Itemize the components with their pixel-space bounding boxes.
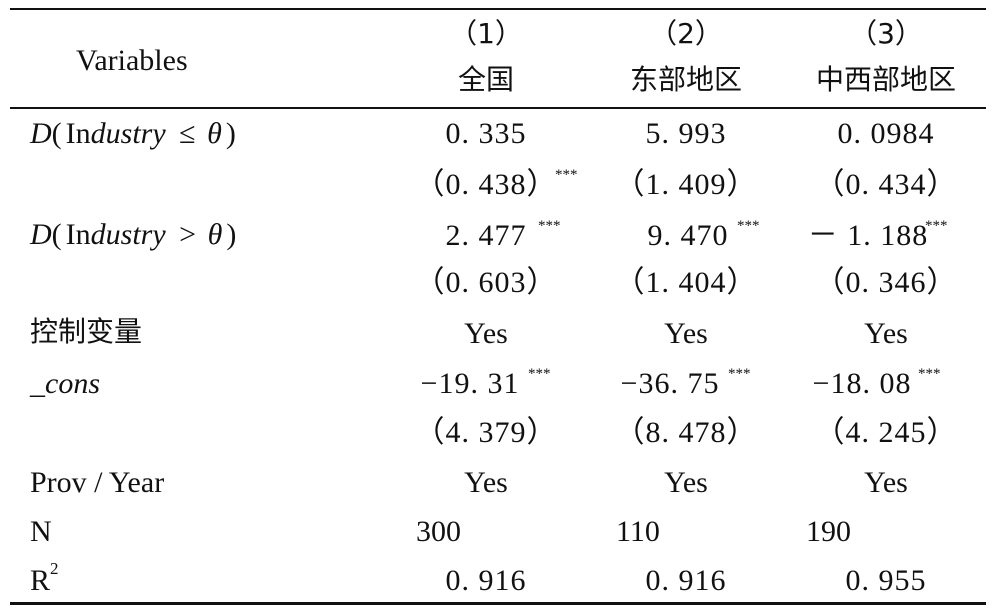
row-label-n: N [30, 515, 52, 548]
col-2-number: （2） [649, 17, 723, 50]
d-high-col3: － 1. 188 [807, 219, 929, 252]
d-low-se-col1: （0. 438） [414, 168, 558, 201]
d-high-star-col3: *** [925, 218, 948, 234]
top-rule [10, 8, 986, 10]
col-3-name: 中西部地区 [815, 63, 957, 96]
cons-star-col2: *** [728, 366, 751, 382]
d-low-col2: 5. 993 [645, 117, 727, 150]
controls-col1: Yes [464, 317, 508, 350]
n-col1: 300 [416, 515, 461, 548]
col-3-number: （3） [849, 17, 923, 50]
controls-col3: Yes [864, 317, 908, 350]
cons-col3: −18. 08 [812, 367, 912, 400]
r2-superscript: 2 [50, 559, 59, 578]
label-industry: dustry [90, 117, 166, 150]
cons-se-col2: （8. 478） [614, 416, 758, 449]
prov-year-col2: Yes [664, 466, 708, 499]
d-high-se-col2: （1. 404） [614, 266, 758, 299]
prov-year-col1: Yes [464, 466, 508, 499]
d-low-se-col2: （1. 409） [614, 168, 758, 201]
row-label-prov-year: Prov / Year [30, 466, 165, 499]
row-label-d-low: D(Industry ≤ θ) [30, 117, 236, 150]
d-high-se-col3: （0. 346） [814, 266, 958, 299]
r2-col2: 0. 916 [645, 564, 727, 597]
col-1-name: 全国 [457, 63, 515, 96]
label-close-paren: ) [226, 218, 237, 251]
d-high-col2: 9. 470 [647, 219, 729, 252]
label-operator: ≤ [179, 117, 196, 150]
n-col3: 190 [806, 515, 851, 548]
d-low-col3: 0. 0984 [837, 117, 935, 150]
d-high-star-col1: *** [538, 218, 561, 234]
n-col2: 110 [616, 515, 660, 548]
d-high-star-col2: *** [737, 218, 760, 234]
cons-se-col3: （4. 245） [814, 416, 958, 449]
cons-star-col1: *** [528, 366, 551, 382]
label-theta: θ [207, 218, 223, 251]
r2-col1: 0. 916 [445, 564, 527, 597]
regression-table: Variables （1） 全国 （2） 东部地区 （3） 中西部地区 D(In… [10, 0, 986, 608]
label-open-paren: ( [51, 117, 62, 150]
d-high-se-col1: （0. 603） [414, 266, 558, 299]
label-open-paren: ( [51, 218, 62, 251]
label-d: D [30, 218, 52, 251]
d-low-se-col3: （0. 434） [814, 168, 958, 201]
row-label-cons: _cons [30, 367, 100, 400]
cons-se-col1: （4. 379） [414, 416, 558, 449]
cons-col2: −36. 75 [620, 367, 720, 400]
prov-year-col3: Yes [864, 466, 908, 499]
header-rule [10, 107, 986, 109]
label-close-paren: ) [225, 117, 236, 150]
row-label-r2: R2 [30, 560, 59, 597]
variables-header: Variables [76, 44, 188, 77]
row-label-controls: 控制变量 [30, 315, 143, 348]
cons-star-col3: *** [918, 366, 941, 382]
label-theta: θ [207, 117, 222, 150]
bottom-rule [10, 602, 986, 605]
controls-col2: Yes [664, 317, 708, 350]
r2-label: R [30, 564, 51, 597]
cons-col1: −19. 31 [420, 367, 520, 400]
col-1-number: （1） [449, 17, 523, 50]
d-high-col1: 2. 477 [445, 219, 527, 252]
label-d: D [30, 117, 52, 150]
d-low-se-star-col1: *** [555, 167, 578, 183]
label-operator: > [179, 218, 197, 251]
col-2-name: 东部地区 [629, 63, 743, 96]
row-label-d-high: D(Industry > θ) [30, 218, 237, 251]
r2-col3: 0. 955 [845, 564, 927, 597]
d-low-col1: 0. 335 [445, 117, 527, 150]
label-industry: dustry [90, 218, 166, 251]
